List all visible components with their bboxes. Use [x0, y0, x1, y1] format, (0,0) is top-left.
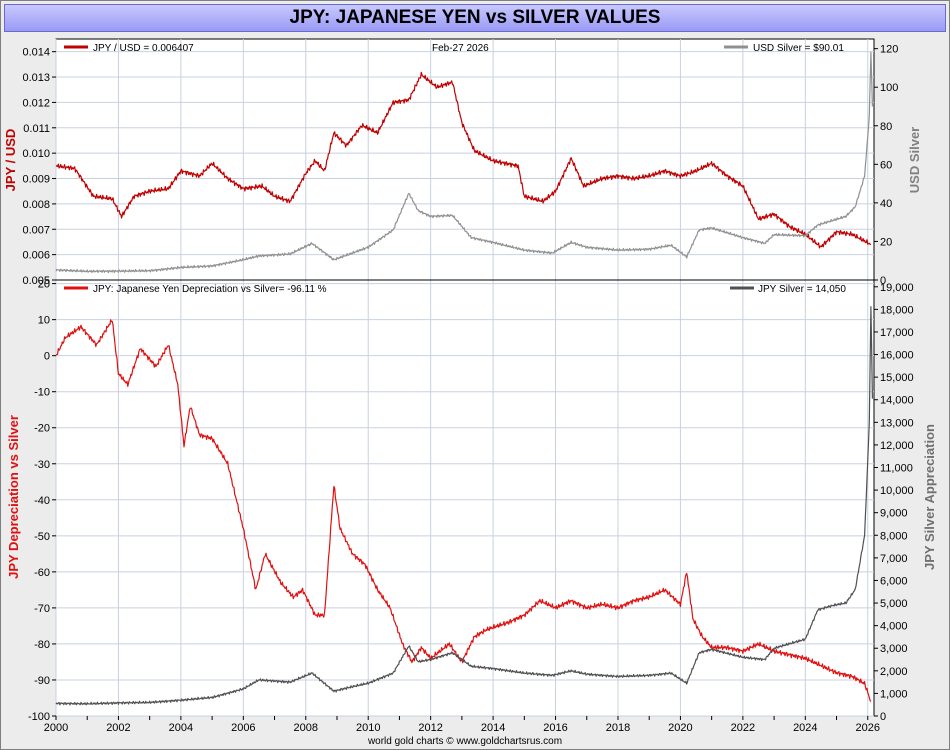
right-y-tick-label: 2,000 [880, 666, 908, 678]
right-y-tick-label: 7,000 [880, 553, 908, 565]
legend-usd-silver: USD Silver = $90.01 [753, 43, 844, 54]
series-line-jpy-usd [55, 71, 872, 249]
right-y-tick-label: 17,000 [880, 327, 914, 339]
x-tick-label: 2002 [106, 722, 130, 734]
legend-jpy-depreciation: JPY: Japanese Yen Depreciation vs Silver… [93, 284, 327, 295]
source-credit: world gold charts © www.goldchartsrus.co… [367, 736, 562, 747]
x-tick-label: 2000 [44, 722, 68, 734]
x-tick-label: 2004 [169, 722, 193, 734]
left-y-tick-label: -20 [34, 423, 50, 435]
x-tick-label: 2020 [668, 722, 692, 734]
x-tick-label: 2022 [731, 722, 755, 734]
right-y-tick-label: 1,000 [880, 688, 908, 700]
right-y-tick-label: 0 [880, 711, 886, 723]
x-tick-label: 2008 [294, 722, 318, 734]
right-y-tick-label: 6,000 [880, 575, 908, 587]
date-label: Feb-27 2026 [432, 43, 489, 54]
left-y-tick-label: -80 [34, 639, 50, 651]
right-y-tick-label: 3,000 [880, 643, 908, 655]
right-y-tick-label: 12,000 [880, 440, 914, 452]
bottom-right-axis-title: JPY Silver Appreciation [922, 424, 937, 570]
left-y-tick-label: 0.010 [22, 148, 50, 160]
legend-jpy-usd: JPY / USD = 0.006407 [93, 43, 194, 54]
left-y-tick-label: -40 [34, 495, 50, 507]
x-tick-label: 2010 [356, 722, 380, 734]
left-y-tick-label: 0.007 [22, 224, 50, 236]
right-y-tick-label: 5,000 [880, 598, 908, 610]
right-y-tick-label: 4,000 [880, 621, 908, 633]
x-tick-label: 2012 [418, 722, 442, 734]
x-tick-label: 2018 [606, 722, 630, 734]
right-y-tick-label: 15,000 [880, 372, 914, 384]
legend-jpy-silver: JPY Silver = 14,050 [758, 284, 846, 295]
series-line-jpy-silver [55, 306, 873, 706]
x-tick-label: 2024 [793, 722, 817, 734]
series-layer [55, 51, 873, 706]
right-y-tick-label: 19,000 [880, 282, 914, 294]
right-y-tick-label: 60 [880, 159, 892, 171]
top-left-axis-title: JPY / USD [3, 129, 18, 192]
left-y-tick-label: -10 [34, 387, 50, 399]
left-y-tick-label: 0.008 [22, 199, 50, 211]
left-y-tick-label: 0.011 [23, 123, 50, 135]
left-y-tick-label: 0.009 [22, 174, 50, 186]
left-y-tick-label: 0.014 [22, 47, 50, 59]
x-tick-label: 2026 [856, 722, 880, 734]
left-y-tick-label: 0 [44, 351, 50, 363]
right-y-tick-label: 11,000 [880, 463, 913, 475]
right-y-tick-label: 16,000 [880, 350, 914, 362]
left-y-tick-label: -50 [34, 531, 50, 543]
right-y-tick-label: 13,000 [880, 417, 914, 429]
bottom-left-axis-title: JPY Depreciation vs Silver [6, 415, 21, 579]
x-tick-label: 2016 [543, 722, 567, 734]
axis-layer: 2000 2002 2004 2006 2008 2010 2012 2014 2016 2018… [22, 44, 913, 734]
right-y-tick-label: 18,000 [880, 304, 914, 316]
right-y-tick-label: 0 [880, 275, 886, 287]
left-y-tick-label: 0.006 [22, 250, 50, 262]
left-y-tick-label: -100 [28, 711, 50, 723]
left-y-tick-label: -70 [34, 603, 50, 615]
right-y-tick-label: 40 [880, 198, 892, 210]
plot-area [55, 38, 875, 717]
left-y-tick-label: -60 [34, 567, 50, 579]
right-y-tick-label: 9,000 [880, 508, 908, 520]
right-y-tick-label: 100 [880, 82, 898, 94]
left-y-tick-label: 0.005 [22, 275, 50, 287]
chart-title: JPY: JAPANESE YEN vs SILVER VALUES [4, 4, 946, 32]
series-line-usd-silver [55, 51, 873, 274]
right-y-tick-label: 8,000 [880, 530, 908, 542]
right-y-tick-label: 80 [880, 121, 892, 133]
right-y-tick-label: 120 [880, 44, 898, 56]
left-y-tick-label: 20 [38, 279, 50, 291]
series-line-jpy-japanese-yen-depreciation-vs-silver [55, 319, 872, 702]
left-y-tick-label: -90 [34, 675, 50, 687]
x-tick-label: 2014 [481, 722, 505, 734]
left-y-tick-label: 0.013 [22, 72, 50, 84]
x-tick-label: 2006 [231, 722, 255, 734]
left-y-tick-label: 0.012 [22, 97, 50, 109]
right-y-tick-label: 10,000 [880, 485, 914, 497]
top-right-axis-title: USD Silver [907, 127, 922, 193]
right-y-tick-label: 14,000 [880, 395, 914, 407]
right-y-tick-label: 20 [880, 236, 892, 248]
left-y-tick-label: 10 [38, 315, 50, 327]
left-y-tick-label: -30 [34, 459, 50, 471]
